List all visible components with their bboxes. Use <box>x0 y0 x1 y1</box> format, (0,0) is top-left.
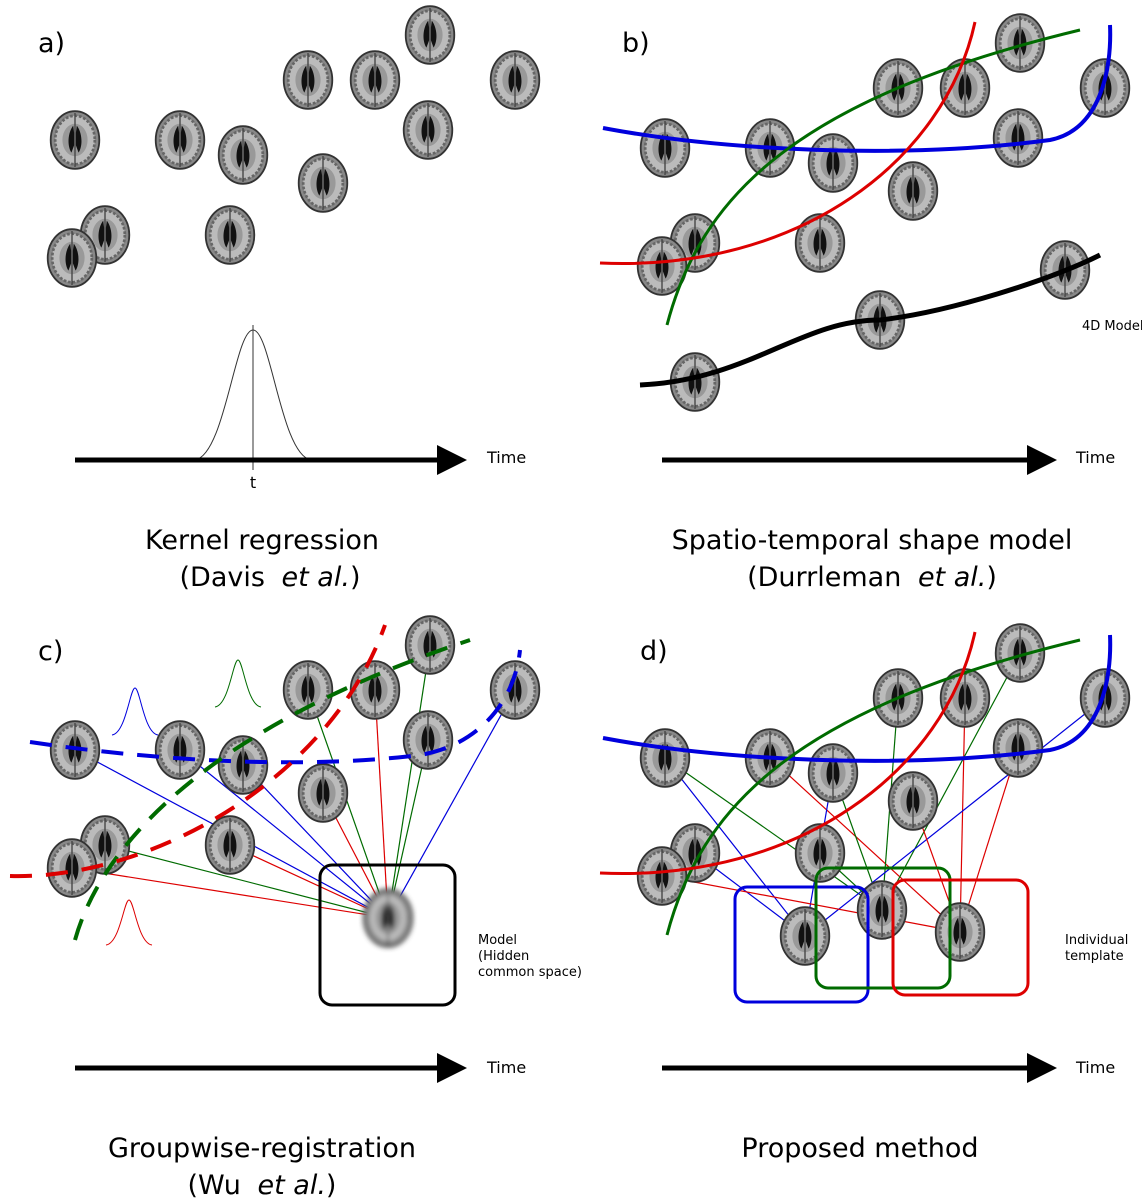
brain-image <box>809 134 858 192</box>
caption: Spatio-temporal shape model <box>672 525 1073 556</box>
panel-label: d) <box>640 636 668 667</box>
axis-label: Time <box>486 1058 526 1077</box>
citation-end: ) <box>326 1170 337 1200</box>
brain-image <box>889 772 938 830</box>
kernel-curve <box>106 900 152 945</box>
citation: (Wu et al.) <box>188 1170 337 1200</box>
brain-image <box>406 616 455 674</box>
brain-image <box>284 661 333 719</box>
kernel-label: t <box>250 473 256 492</box>
brain-image <box>809 744 858 802</box>
brain-image <box>351 51 400 109</box>
brain-image <box>206 816 255 874</box>
brain-image <box>206 206 255 264</box>
brain-image <box>156 721 205 779</box>
connection <box>230 845 388 918</box>
connection <box>375 690 388 918</box>
brain-image <box>491 51 540 109</box>
brain-image <box>51 111 100 169</box>
axis-label: Time <box>486 448 526 467</box>
brain-image <box>796 214 845 272</box>
citation-etal: et al. <box>282 562 350 593</box>
curve <box>75 640 470 940</box>
brain-image <box>994 109 1043 167</box>
citation-author: (Davis <box>180 562 265 593</box>
panel-label: b) <box>622 28 650 59</box>
citation-end: ) <box>350 562 361 593</box>
brain-image <box>299 764 348 822</box>
brain-image <box>936 903 985 961</box>
annotation: common space) <box>478 965 582 980</box>
figure: a) b) c) d) Time Time Time Time t 4D Mod… <box>0 0 1142 1200</box>
panel-label: a) <box>38 28 65 59</box>
axis-label: Time <box>1075 448 1115 467</box>
brain-image <box>404 711 453 769</box>
brain-image <box>781 907 830 965</box>
brain-image <box>48 229 97 287</box>
citation-author: (Durrleman <box>747 562 901 593</box>
brain-image <box>364 889 413 947</box>
connection <box>960 698 965 932</box>
panel-label: c) <box>38 636 63 667</box>
brain-image <box>641 119 690 177</box>
annotation: template <box>1065 949 1124 964</box>
brain-image <box>1081 669 1130 727</box>
citation: (Durrleman et al.) <box>747 562 997 593</box>
brain-image <box>219 126 268 184</box>
overlays: a) b) c) d) Time Time Time Time t 4D Mod… <box>10 22 1142 1200</box>
annotation: Individual <box>1065 933 1128 948</box>
brain-image <box>404 101 453 159</box>
annotation: (Hidden <box>478 949 529 964</box>
citation-author: (Wu <box>188 1170 241 1200</box>
brain-image <box>641 729 690 787</box>
kernel-curve <box>112 688 158 735</box>
caption: Groupwise-registration <box>108 1133 416 1164</box>
citation-etal: et al. <box>918 562 986 593</box>
annotation: Model <box>478 933 517 948</box>
citation-etal: et al. <box>258 1170 326 1200</box>
axis-label: Time <box>1075 1058 1115 1077</box>
caption: Kernel regression <box>145 525 379 556</box>
citation-end: ) <box>986 562 997 593</box>
brain-image <box>406 6 455 64</box>
citation: (Davis et al.) <box>180 562 361 593</box>
brain-image <box>299 154 348 212</box>
annotation: 4D Model <box>1082 319 1142 334</box>
curve <box>667 30 1080 325</box>
brain-image <box>284 51 333 109</box>
brain-image <box>994 719 1043 777</box>
connection <box>805 698 1105 936</box>
brain-image <box>1081 59 1130 117</box>
brain-image <box>889 162 938 220</box>
brain-image <box>156 111 205 169</box>
kernel-curve <box>215 660 261 707</box>
brain-image <box>996 14 1045 72</box>
caption: Proposed method <box>741 1133 978 1164</box>
brain-image <box>996 624 1045 682</box>
brain-image <box>351 661 400 719</box>
